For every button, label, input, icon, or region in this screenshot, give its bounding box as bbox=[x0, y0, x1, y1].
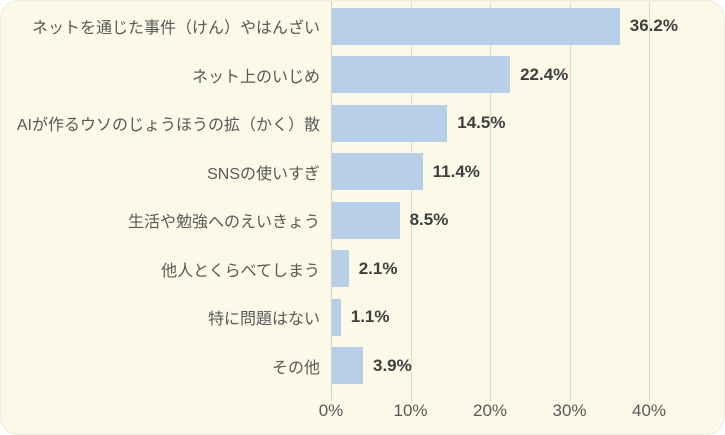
category-label: 特に問題はない bbox=[207, 311, 320, 329]
x-axis-tick bbox=[331, 396, 332, 401]
x-axis-tick-label: 20% bbox=[472, 401, 508, 420]
category-label: その他 bbox=[271, 359, 320, 377]
x-axis-tick bbox=[569, 396, 571, 401]
x-axis-tick-label: 40% bbox=[631, 401, 667, 420]
x-axis-tick-label: 30% bbox=[552, 401, 587, 420]
value-label: 2.1% bbox=[358, 258, 398, 278]
value-label: 1.1% bbox=[350, 307, 390, 327]
value-label: 14.5% bbox=[457, 113, 506, 133]
x-axis-tick bbox=[649, 396, 650, 401]
gridline bbox=[569, 2, 571, 396]
bar bbox=[332, 7, 620, 45]
bar-row: SNSの使いすぎ 11.4% bbox=[0, 148, 725, 197]
bar-row: AIが作るウソのじょうほうの拡（かく）散 14.5% bbox=[0, 99, 725, 148]
value-label: 3.9% bbox=[373, 355, 412, 375]
x-axis-tick-label: 10% bbox=[393, 401, 428, 420]
gridline bbox=[649, 2, 650, 396]
bar-row: 生活や勉強へのえいきょう 8.5% bbox=[0, 196, 725, 245]
value-label: 8.5% bbox=[409, 210, 449, 230]
category-label: SNSの使いすぎ bbox=[207, 165, 320, 183]
value-label: 22.4% bbox=[520, 64, 569, 84]
bar bbox=[332, 298, 341, 336]
y-axis-line bbox=[331, 2, 332, 396]
bar bbox=[332, 250, 349, 288]
category-label: 生活や勉強へのえいきょう bbox=[127, 214, 320, 232]
bar bbox=[332, 201, 400, 239]
bar-row: ネットを通じた事件（けん）やはんざい 36.2% bbox=[0, 2, 725, 51]
bar bbox=[332, 347, 363, 385]
category-label: AIが作るウソのじょうほうの拡（かく）散 bbox=[16, 117, 320, 135]
bar-row: 特に問題はない 1.1% bbox=[0, 293, 725, 342]
category-label: ネット上のいじめ bbox=[191, 68, 320, 86]
gridline bbox=[490, 2, 491, 396]
bar-row: その他 3.9% bbox=[0, 342, 725, 391]
bar bbox=[332, 104, 448, 142]
gridline bbox=[410, 2, 412, 396]
value-label: 11.4% bbox=[432, 161, 480, 181]
x-axis-tick-label: 0% bbox=[318, 401, 344, 420]
bar-row: ネット上のいじめ 22.4% bbox=[0, 51, 725, 100]
value-label: 36.2% bbox=[629, 16, 678, 36]
bar-row: 他人とくらべてしまう 2.1% bbox=[0, 245, 725, 294]
bar bbox=[332, 56, 511, 94]
x-axis-tick bbox=[410, 396, 412, 401]
category-label: 他人とくらべてしまう bbox=[161, 262, 320, 280]
category-label: ネットを通じた事件（けん）やはんざい bbox=[31, 20, 320, 38]
bar bbox=[332, 153, 423, 191]
x-axis-tick bbox=[490, 396, 491, 401]
